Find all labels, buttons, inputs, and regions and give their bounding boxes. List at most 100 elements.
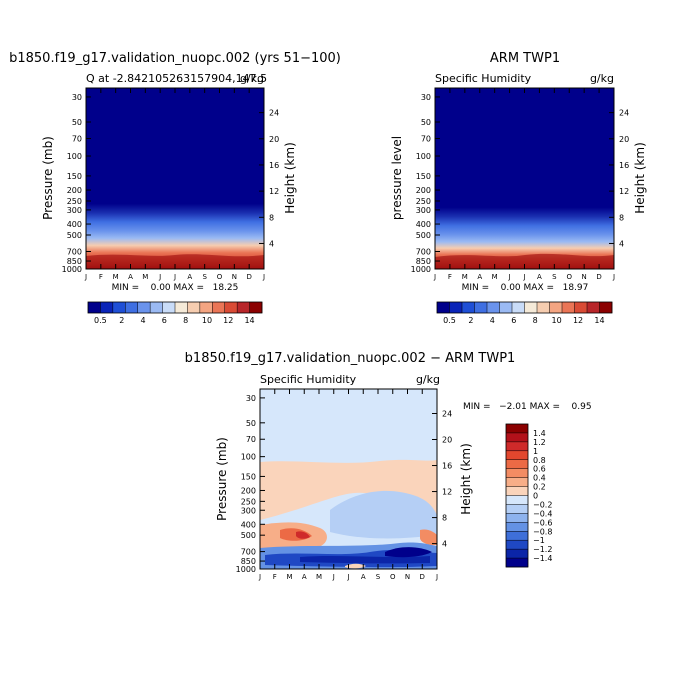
panel-model-units: g/kg xyxy=(240,72,264,85)
month-tick-label: J xyxy=(262,273,265,281)
panel-diff: b1850.f19_g17.validation_nuopc.002 − ARM… xyxy=(185,351,592,581)
month-tick-label: M xyxy=(492,273,498,281)
colorbar-label: 12 xyxy=(573,316,583,325)
height-tick-label: 20 xyxy=(619,135,629,144)
month-tick-label: A xyxy=(537,273,542,281)
panel-model-title: b1850.f19_g17.validation_nuopc.002 (yrs … xyxy=(9,51,341,66)
month-tick-label: J xyxy=(258,573,261,581)
panel-model-left-label: Q at -2.842105263157904,147.5 xyxy=(86,72,267,85)
height-tick-label: 12 xyxy=(442,488,452,497)
month-tick-label: A xyxy=(302,573,307,581)
month-tick-label: N xyxy=(582,273,587,281)
month-tick-label: J xyxy=(84,273,87,281)
colorbar-swatch xyxy=(449,302,463,313)
panel-diff-ylabel: Pressure (mb) xyxy=(215,437,229,521)
height-tick-label: 24 xyxy=(619,109,629,118)
month-tick-label: D xyxy=(420,573,425,581)
height-tick-label: 4 xyxy=(269,239,274,248)
colorbar-swatch xyxy=(549,302,563,313)
colorbar-swatch xyxy=(112,302,126,313)
colorbar-swatch xyxy=(506,468,528,478)
month-tick-label: A xyxy=(128,273,133,281)
height-tick-label: 12 xyxy=(269,187,279,196)
month-tick-label: J xyxy=(173,273,176,281)
colorbar-label: 2 xyxy=(119,316,124,325)
panel-diff-title: b1850.f19_g17.validation_nuopc.002 − ARM… xyxy=(185,351,516,366)
month-tick-label: F xyxy=(273,573,277,581)
colorbar-swatch xyxy=(212,302,226,313)
height-tick-label: 16 xyxy=(442,462,452,471)
colorbar-swatch xyxy=(537,302,550,313)
colorbar-label: 4 xyxy=(490,316,495,325)
colorbar-swatch xyxy=(506,477,528,487)
colorbar-swatch xyxy=(506,432,528,443)
colorbar-swatch xyxy=(506,522,528,532)
colorbar-swatch xyxy=(506,459,528,469)
pressure-tick-label: 500 xyxy=(241,531,256,540)
month-tick-label: J xyxy=(612,273,615,281)
month-tick-label: N xyxy=(405,573,410,581)
colorbar-swatch xyxy=(88,302,101,313)
colorbar-swatch xyxy=(125,302,139,313)
colorbar-label: 0.5 xyxy=(94,316,107,325)
panel-model-colorbar: 0.5 2 4 6 8 10 12 14 xyxy=(87,301,263,325)
panel-model: b1850.f19_g17.validation_nuopc.002 (yrs … xyxy=(9,51,341,325)
pressure-tick-label: 400 xyxy=(67,220,82,229)
month-tick-label: S xyxy=(376,573,381,581)
colorbar-swatch xyxy=(506,558,528,568)
colorbar-swatch xyxy=(506,486,528,496)
colorbar-label: 1.4 xyxy=(533,429,546,438)
pressure-tick-label: 1000 xyxy=(62,265,82,274)
month-tick-label: A xyxy=(187,273,192,281)
colorbar-swatch xyxy=(506,513,528,523)
colorbar-label: 2 xyxy=(468,316,473,325)
pressure-tick-label: 500 xyxy=(67,231,82,240)
pressure-tick-label: 850 xyxy=(67,257,82,266)
pressure-tick-label: 200 xyxy=(241,486,256,495)
pressure-tick-label: 200 xyxy=(416,186,431,195)
colorbar-label: 8 xyxy=(533,316,538,325)
pressure-tick-label: 400 xyxy=(416,220,431,229)
panel-obs-ylabel: pressure level xyxy=(390,136,404,220)
colorbar-swatch xyxy=(506,441,528,452)
panel-obs-colorbar: 0.5 2 4 6 8 10 12 14 xyxy=(436,301,613,325)
month-tick-label: D xyxy=(596,273,601,281)
colorbar-swatch xyxy=(499,302,513,313)
colorbar-swatch xyxy=(562,302,575,313)
pressure-tick-label: 150 xyxy=(241,472,256,481)
panel-obs: ARM TWP1 Specific Humidity g/kg 30 50 70 10… xyxy=(390,51,647,325)
colorbar-label: 6 xyxy=(162,316,167,325)
colorbar-label: 6 xyxy=(511,316,516,325)
height-tick-label: 8 xyxy=(442,514,447,523)
colorbar-swatch xyxy=(199,302,213,313)
panel-model-field xyxy=(86,88,264,269)
colorbar-swatch xyxy=(506,549,528,559)
colorbar-label: 14 xyxy=(594,316,604,325)
month-tick-label: O xyxy=(217,273,223,281)
pressure-tick-label: 250 xyxy=(241,497,256,506)
panel-obs-field xyxy=(435,88,614,269)
colorbar-label: 10 xyxy=(202,316,212,325)
panel-diff-left-label: Specific Humidity xyxy=(260,373,357,386)
colorbar-label: 14 xyxy=(244,316,254,325)
month-tick-label: O xyxy=(566,273,572,281)
panel-obs-stats: MIN = 0.00 MAX = 18.97 xyxy=(462,283,589,293)
pressure-tick-label: 70 xyxy=(72,135,82,144)
colorbar-label: 0.6 xyxy=(533,465,546,474)
pressure-tick-label: 500 xyxy=(416,231,431,240)
month-tick-label: A xyxy=(477,273,482,281)
colorbar-swatch xyxy=(574,302,588,313)
colorbar-label: 12 xyxy=(223,316,233,325)
colorbar-swatch xyxy=(506,424,528,434)
colorbar-swatch xyxy=(162,302,176,313)
pressure-tick-label: 70 xyxy=(246,435,256,444)
pressure-tick-label: 100 xyxy=(241,453,256,462)
colorbar-label: 0.8 xyxy=(533,456,546,465)
month-tick-label: J xyxy=(332,573,335,581)
panel-model-ylabel-right: Height (km) xyxy=(283,142,297,213)
colorbar-label: −0.8 xyxy=(533,527,552,536)
pressure-tick-label: 1000 xyxy=(411,265,431,274)
colorbar-swatch xyxy=(506,504,528,514)
colorbar-label: 8 xyxy=(183,316,188,325)
